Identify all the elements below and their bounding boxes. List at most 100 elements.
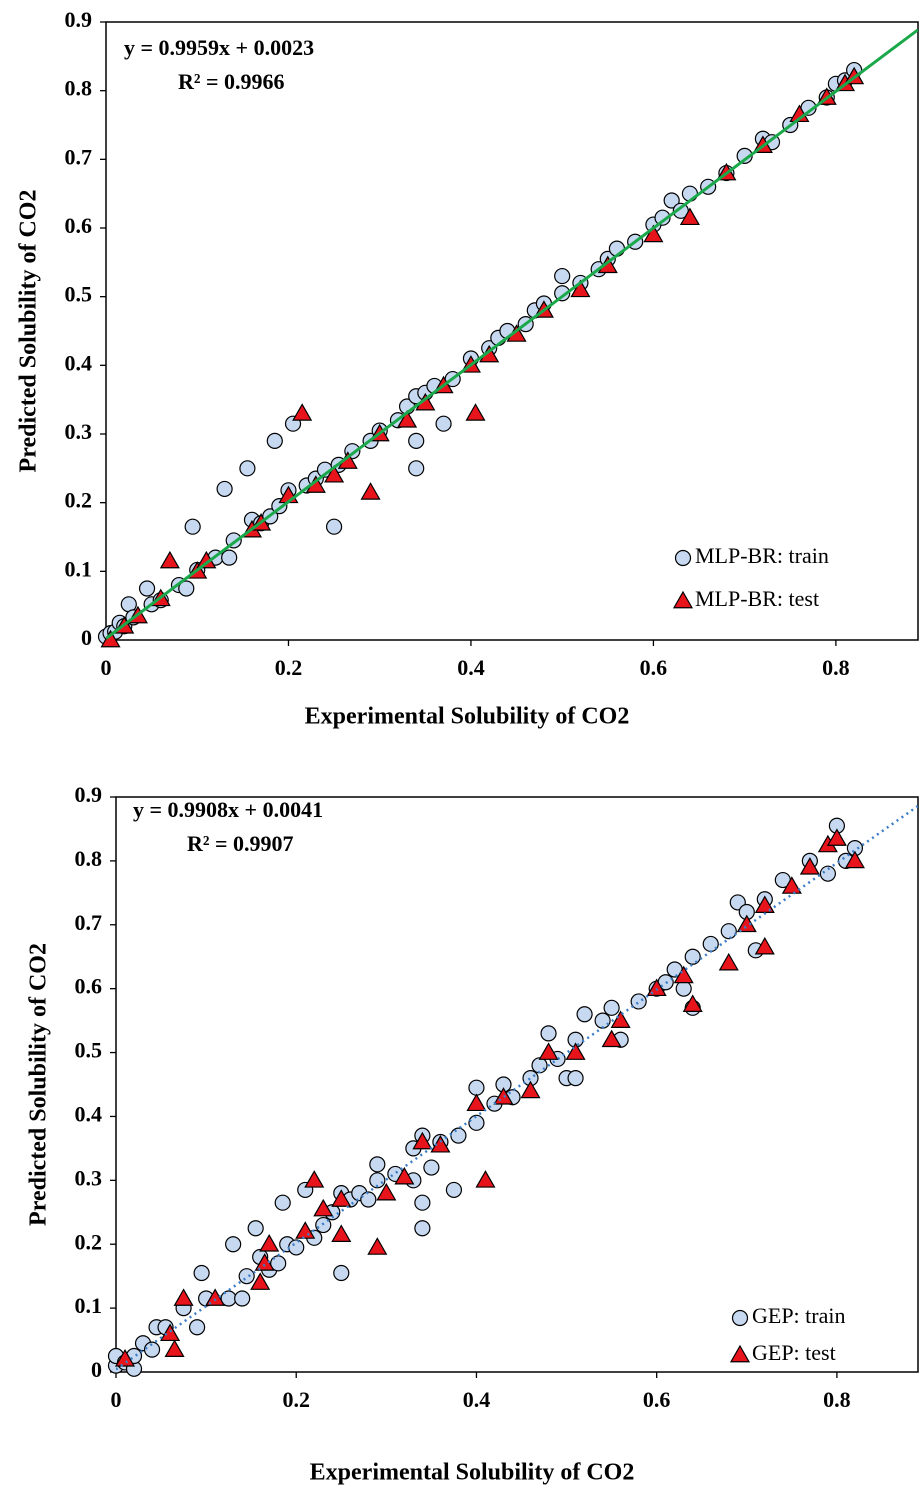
y-tick-label: 0.6 [65,213,93,238]
data-point [408,460,425,477]
data-point [143,1341,161,1358]
data-point [819,865,836,882]
data-point [138,580,156,597]
y-tick-label: 0.4 [65,350,93,375]
data-point [193,1264,210,1282]
y-tick-label: 0 [91,1357,102,1382]
y-tick-label: 0.2 [75,1229,103,1254]
data-point [325,518,343,535]
data-point [234,1290,251,1307]
data-point [331,1189,352,1207]
data-point [538,1042,559,1060]
trendline [106,28,918,640]
data-point [288,1239,305,1256]
data-point [160,1323,181,1342]
data-point [576,1006,593,1023]
data-point [554,285,571,302]
data-point [159,550,180,569]
equation: R² = 0.9966 [178,69,285,94]
data-point [221,549,238,566]
data-point [394,1166,415,1185]
y-tick-label: 0.1 [75,1293,103,1318]
data-point [799,857,820,875]
data-point [675,980,692,997]
data-point [603,999,620,1016]
data-point [304,1170,325,1188]
data-point [178,580,195,597]
data-point [216,480,233,498]
data-point [259,1234,280,1252]
y-tick-label: 0 [81,625,92,650]
x-tick-label: 0.6 [640,655,668,680]
data-point [313,1198,334,1217]
data-point [270,1255,287,1272]
data-point [114,1349,136,1367]
data-point [397,410,418,428]
data-point [414,1220,431,1237]
y-tick-label: 0.9 [75,782,103,807]
data-point [610,1010,631,1028]
data-point [295,1221,316,1239]
data-point [238,1268,255,1285]
data-point [247,1220,264,1237]
data-point [468,1079,485,1096]
trendline [116,804,918,1371]
data-point [369,1156,386,1173]
plot-frame [115,796,919,1373]
data-point [570,279,591,298]
data-point [594,1012,611,1029]
data-point [684,948,701,965]
x-tick-label: 0 [111,1387,122,1412]
data-point [414,1194,431,1211]
data-point [333,1264,350,1282]
data-point [540,1025,557,1042]
y-tick-label: 0.7 [65,144,93,169]
data-point [239,460,256,477]
data-point [360,482,381,500]
legend-marker [672,590,694,609]
legend-label: GEP: test [752,1340,836,1365]
y-tick-label: 0.9 [65,7,93,32]
data-point [367,1237,388,1255]
data-point [643,224,664,243]
data-point [225,1236,242,1253]
y-tick-label: 0.8 [65,76,93,101]
data-point [663,192,680,209]
data-point [718,952,739,971]
data-point [324,464,345,483]
x-tick-label: 0.2 [282,1387,310,1412]
legend-marker [731,1309,749,1327]
data-point [369,1172,386,1189]
x-tick-label: 0.8 [823,1387,851,1412]
data-point [554,267,571,285]
data-point [164,1339,185,1357]
data-point [679,207,700,226]
equation: y = 0.9959x + 0.0023 [124,35,314,60]
x-axis-title: Experimental Solubility of CO2 [310,1460,635,1486]
x-tick-label: 0.8 [822,655,850,680]
y-tick-label: 0.5 [65,282,93,307]
y-tick-label: 0.7 [75,910,103,935]
data-point [274,1194,291,1211]
legend-label: GEP: train [752,1303,846,1328]
y-tick-label: 0.1 [65,556,93,581]
data-point [720,923,737,940]
data-point [466,1093,487,1112]
legend-marker [729,1344,751,1363]
data-point [754,936,775,955]
data-point [331,1224,352,1242]
x-tick-label: 0 [101,655,112,680]
data-point [408,432,425,449]
data-point [736,914,757,933]
data-point [250,1272,271,1290]
data-point [630,993,647,1010]
data-point [292,403,313,421]
equation: y = 0.9908x + 0.0041 [133,797,323,822]
x-tick-label: 0.4 [457,655,485,680]
data-point [376,1182,397,1201]
x-tick-label: 0.4 [463,1387,491,1412]
y-tick-label: 0.3 [65,419,93,444]
data-point [844,850,865,869]
